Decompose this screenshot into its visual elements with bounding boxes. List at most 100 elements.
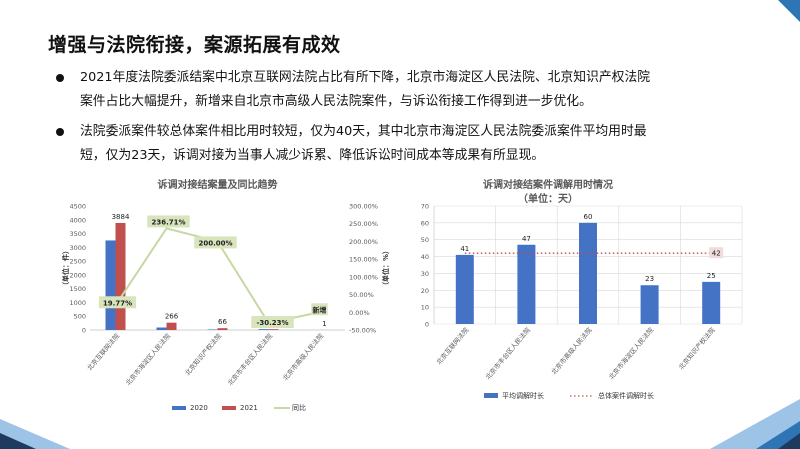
line-data-label: 新增 (313, 305, 327, 314)
chart-mediation-time-svg: 诉调对接结案件调解用时情况（单位：天） 0 10 20 30 40 50 60 70 41 47 60… (421, 178, 743, 400)
legend-swatch (172, 406, 186, 410)
y-tick-label: 3500 (69, 230, 86, 238)
bar-average-mediation (579, 222, 597, 324)
y-tick-label: 1500 (69, 285, 86, 293)
chart-title: 诉调对接结案量及同比趋势 (158, 178, 278, 191)
y-tick-label: 0 (82, 327, 86, 335)
line-data-label: 200.00% (198, 239, 232, 247)
bar-2020 (258, 329, 269, 330)
y-tick-label: 20 (421, 287, 429, 295)
line-data-label: 236.71% (151, 218, 185, 226)
bullet-text-line: 2021年度法院委派结案中北京互联网法院占比有所下降，北京市海淀区人民法院、北京… (80, 70, 651, 85)
bar-data-label: 41 (460, 245, 469, 253)
y2-tick-label: 0.00% (349, 309, 370, 317)
decoration-shape (778, 0, 800, 22)
bullet-text-line: 短，仅为23天，诉调对接为当事人减少诉累、降低诉讼时间成本等成果有所显现。 (80, 148, 545, 163)
bar-data-label: 47 (522, 235, 531, 243)
chart-mediation-time: 诉调对接结案件调解用时情况 （单位：天） 0 10 20 30 40 50 60 70 41 47 60… (410, 172, 750, 422)
reference-label-box (709, 247, 724, 259)
y-tick-label: 10 (421, 304, 429, 312)
bar-data-label: 60 (584, 213, 593, 221)
bar-data-label: 1 (322, 320, 326, 328)
y-tick-label: 2000 (69, 271, 86, 279)
bullet-text-line: 法院委派案件较总体案件相比用时较短，仅为40天，其中北京市海淀区人民法院委派案件… (80, 124, 647, 139)
bar-2020 (105, 240, 116, 330)
bar-data-label: 25 (707, 272, 716, 280)
legend-label: 2021 (240, 404, 258, 412)
x-tick-label: 北京市海淀区人民法院 (606, 325, 655, 381)
bar-average-mediation (517, 244, 536, 324)
legend-label: 2020 (190, 404, 208, 412)
y-tick-label: 4500 (69, 203, 86, 211)
line-data-label-box (251, 315, 294, 328)
corner-decoration-top-right (778, 0, 800, 22)
chart-case-volume: 诉调对接结案量及同比趋势 0 500 1000 1500 2000 2500 3000 3500… (62, 172, 392, 422)
x-tick-label: 北京知识产权法院 (676, 325, 717, 371)
bar-2021 (115, 222, 126, 330)
x-tick-label: 北京市海淀区人民法院 (123, 331, 172, 387)
y-tick-label: 50 (421, 236, 429, 244)
bar-2021 (166, 322, 177, 330)
x-tick-label: 北京市高级人民法院 (281, 331, 326, 382)
bar-data-label: 66 (218, 318, 227, 326)
bullet-item: 法院委派案件较总体案件相比用时较短，仅为40天，其中北京市海淀区人民法院委派案件… (56, 120, 778, 168)
y-tick-label: 2500 (69, 258, 86, 266)
x-tick-label: 北京知识产权法院 (183, 331, 224, 377)
y-tick-label: 500 (74, 313, 86, 321)
bar-2021 (217, 328, 228, 330)
line-data-label-box (98, 296, 137, 309)
corner-decoration-bottom-right (710, 399, 800, 449)
y2-tick-label: 300.00% (349, 203, 378, 211)
y-axis-label: （单位：件） (62, 247, 70, 289)
y-tick-label: 60 (421, 219, 429, 227)
y2-tick-label: 150.00% (349, 256, 378, 264)
corner-decoration-bottom-left (0, 419, 70, 449)
bullet-dot-icon (56, 128, 64, 136)
decoration-shape (778, 433, 800, 449)
reference-line-label: 42 (712, 250, 721, 258)
chart-title: 诉调对接结案件调解用时情况 (483, 178, 613, 191)
y-tick-label: 4000 (69, 216, 86, 224)
line-data-label-box (311, 303, 328, 316)
y2-tick-label: -50.00% (349, 327, 376, 335)
legend-label: 同比 (292, 403, 306, 412)
bar-average-mediation (640, 285, 659, 324)
x-tick-label: 北京市高级人民法院 (549, 325, 594, 376)
line-data-label-box (147, 215, 190, 228)
y2-axis-label: （单位：%） (381, 247, 390, 289)
bar-average-mediation (455, 254, 474, 324)
decoration-shape (0, 433, 36, 449)
bullet-item: 2021年度法院委派结案中北京互联网法院占比有所下降，北京市海淀区人民法院、北京… (56, 66, 778, 114)
bar-2021 (268, 329, 279, 330)
y2-tick-label: 250.00% (349, 220, 378, 228)
bullet-list: 2021年度法院委派结案中北京互联网法院占比有所下降，北京市海淀区人民法院、北京… (56, 66, 778, 174)
y-tick-label: 1000 (69, 299, 86, 307)
x-tick-label: 北京市丰台区人民法院 (483, 325, 532, 381)
line-data-label: -30.23% (256, 319, 288, 327)
x-tick-label: 北京互联网法院 (434, 325, 470, 366)
y2-tick-label: 100.00% (349, 273, 378, 281)
legend-label: 总体案件调解时长 (598, 391, 654, 400)
slide-title: 增强与法院衔接，案源拓展有成效 (48, 34, 341, 56)
x-tick-label: 北京互联网法院 (85, 331, 121, 372)
bullet-dot-icon (56, 74, 64, 82)
y-tick-label: 3000 (69, 244, 86, 252)
chart-subtitle: （单位：天） (518, 192, 578, 205)
bullet-text-line: 案件占比大幅提升，新增来自北京市高级人民法院案件，与诉讼衔接工作得到进一步优化。 (80, 94, 592, 109)
bar-2020 (156, 327, 167, 330)
bar-average-mediation (702, 281, 721, 324)
x-tick-label: 北京市丰台区人民法院 (225, 331, 274, 387)
chart-case-volume-svg: 诉调对接结案量及同比趋势 0 500 1000 1500 2000 2500 3000 3500… (62, 178, 390, 412)
legend-label: 平均调解时长 (502, 391, 544, 400)
bar-data-label: 3884 (112, 213, 130, 221)
legend-swatch (484, 393, 498, 398)
y-tick-label: 70 (421, 203, 429, 211)
bar-data-label: 266 (165, 313, 179, 321)
line-data-label: 19.77% (103, 299, 132, 307)
y-tick-label: 30 (421, 270, 429, 278)
line-data-label-box (194, 236, 237, 249)
legend-swatch (222, 406, 236, 410)
y2-tick-label: 200.00% (349, 238, 378, 246)
y-tick-label: 0 (425, 321, 429, 329)
